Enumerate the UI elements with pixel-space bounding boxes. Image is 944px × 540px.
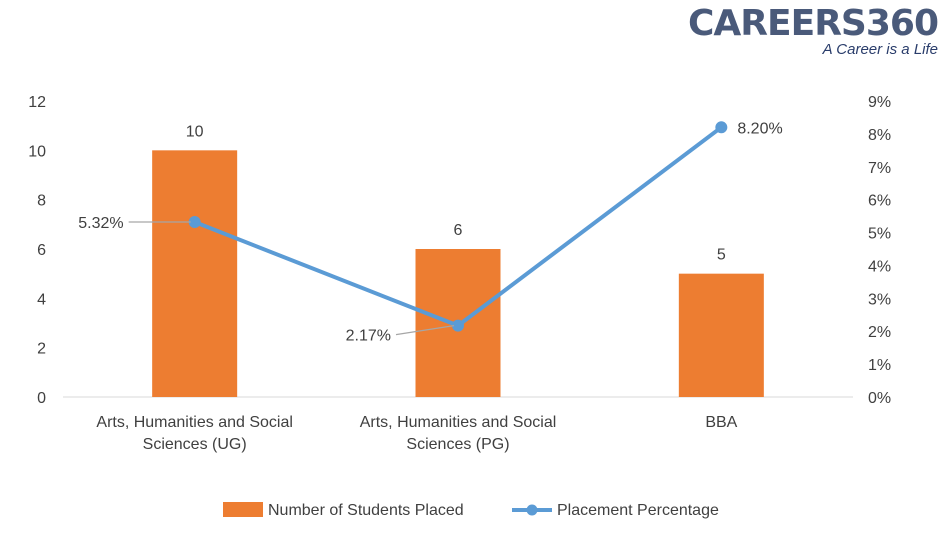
- logo-text: CAREERS360: [688, 3, 939, 44]
- bar: [678, 273, 764, 397]
- y-left-tick-label: 10: [28, 143, 46, 160]
- y-left-tick-label: 6: [37, 242, 46, 259]
- y-right-tick-label: 7%: [868, 160, 891, 177]
- bar-data-label: 5: [717, 247, 726, 264]
- bar: [152, 150, 238, 397]
- y-right-tick-label: 6%: [868, 193, 891, 210]
- x-tick-label: BBA: [705, 414, 737, 431]
- y-right-tick-label: 8%: [868, 127, 891, 144]
- y-right-tick-label: 9%: [868, 94, 891, 111]
- logo: CAREERS360 A Career is a Life: [688, 3, 939, 58]
- legend-swatch-bar: [223, 502, 263, 517]
- legend-swatch-marker: [526, 504, 538, 516]
- line-data-label: 5.32%: [78, 215, 123, 232]
- x-tick-label: Arts, Humanities and Social: [96, 414, 293, 431]
- label-leader-line: [395, 325, 455, 336]
- line-point: [188, 216, 201, 229]
- y-right-tick-label: 4%: [868, 258, 891, 275]
- x-tick-label: Sciences (PG): [406, 436, 509, 453]
- line-point: [452, 319, 464, 332]
- line-data-label: 8.20%: [737, 120, 782, 137]
- y-right-tick-label: 3%: [868, 291, 891, 308]
- y-left-tick-label: 8: [37, 193, 46, 210]
- bar-data-label: 6: [454, 222, 463, 239]
- line-data-label: 2.17%: [346, 328, 391, 345]
- legend-label-line: Placement Percentage: [557, 502, 719, 519]
- legend-label-bar: Number of Students Placed: [268, 502, 464, 519]
- y-left-tick-label: 4: [37, 291, 46, 308]
- x-tick-label: Sciences (UG): [143, 436, 247, 453]
- x-tick-label: Arts, Humanities and Social: [360, 414, 557, 431]
- y-left-tick-label: 0: [37, 390, 46, 407]
- y-left-tick-label: 2: [37, 341, 46, 358]
- y-right-tick-label: 2%: [868, 324, 891, 341]
- logo-tagline: A Career is a Life: [822, 41, 938, 58]
- bar-data-label: 10: [186, 123, 204, 140]
- line-point: [715, 121, 728, 134]
- y-left-tick-label: 12: [28, 94, 46, 111]
- y-right-tick-label: 0%: [868, 390, 891, 407]
- y-right-tick-label: 1%: [868, 357, 891, 374]
- y-right-tick-label: 5%: [868, 226, 891, 243]
